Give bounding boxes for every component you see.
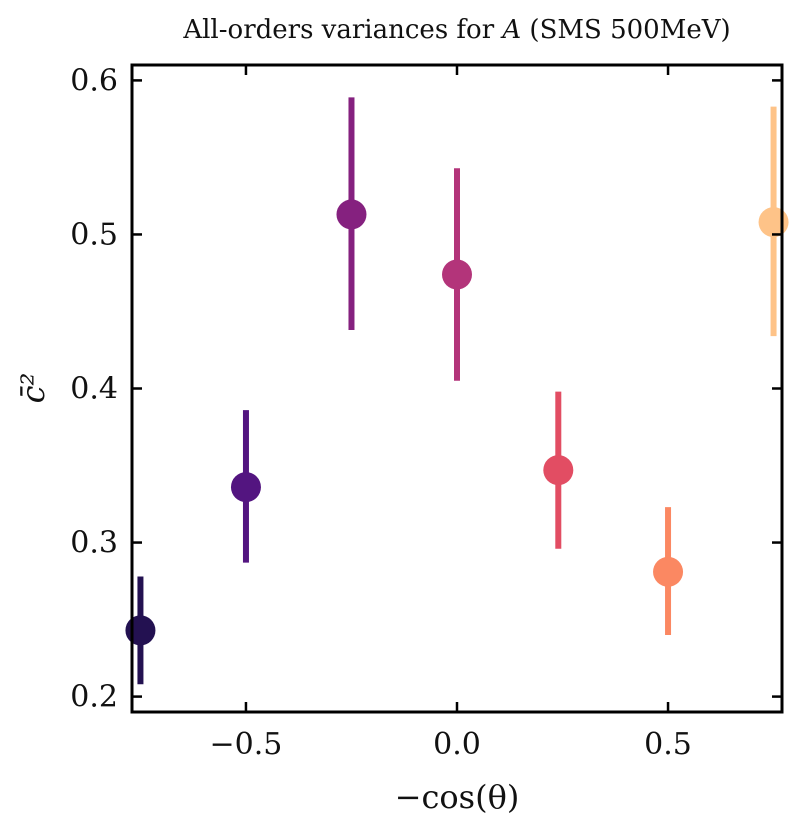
data-point-1 xyxy=(230,472,261,503)
y-tick-label: 0.6 xyxy=(70,63,118,98)
data-point-3 xyxy=(442,259,472,290)
plot-frame xyxy=(130,63,784,714)
x-tick-label: 0.0 xyxy=(433,727,481,762)
chart-title-pre: All-orders variances for xyxy=(182,15,502,45)
x-tick-label: 0.5 xyxy=(644,727,692,762)
y-tick-label: 0.3 xyxy=(70,526,118,561)
chart-title-var: A xyxy=(500,15,521,45)
data-point-4 xyxy=(543,455,574,486)
data-point-0 xyxy=(125,615,156,646)
data-point-5 xyxy=(653,556,684,587)
x-axis-label: −cos(θ) xyxy=(395,778,520,816)
x-tick-label: −0.5 xyxy=(210,727,283,762)
chart-title: All-orders variances for A (SMS 500MeV) xyxy=(182,15,730,45)
data-point-6 xyxy=(758,207,789,238)
y-ticks: 0.2 0.3 0.4 0.5 0.6 xyxy=(70,63,782,715)
y-tick-label: 0.4 xyxy=(70,372,118,407)
data-point-2 xyxy=(336,199,367,230)
chart-title-post: (SMS 500MeV) xyxy=(521,15,730,45)
chart-marks xyxy=(125,97,789,685)
y-tick-label: 0.5 xyxy=(70,217,118,252)
x-ticks: −0.5 0.0 0.5 xyxy=(210,65,692,762)
y-tick-label: 0.2 xyxy=(70,680,118,715)
y-axis-label: c̄² xyxy=(14,373,52,404)
